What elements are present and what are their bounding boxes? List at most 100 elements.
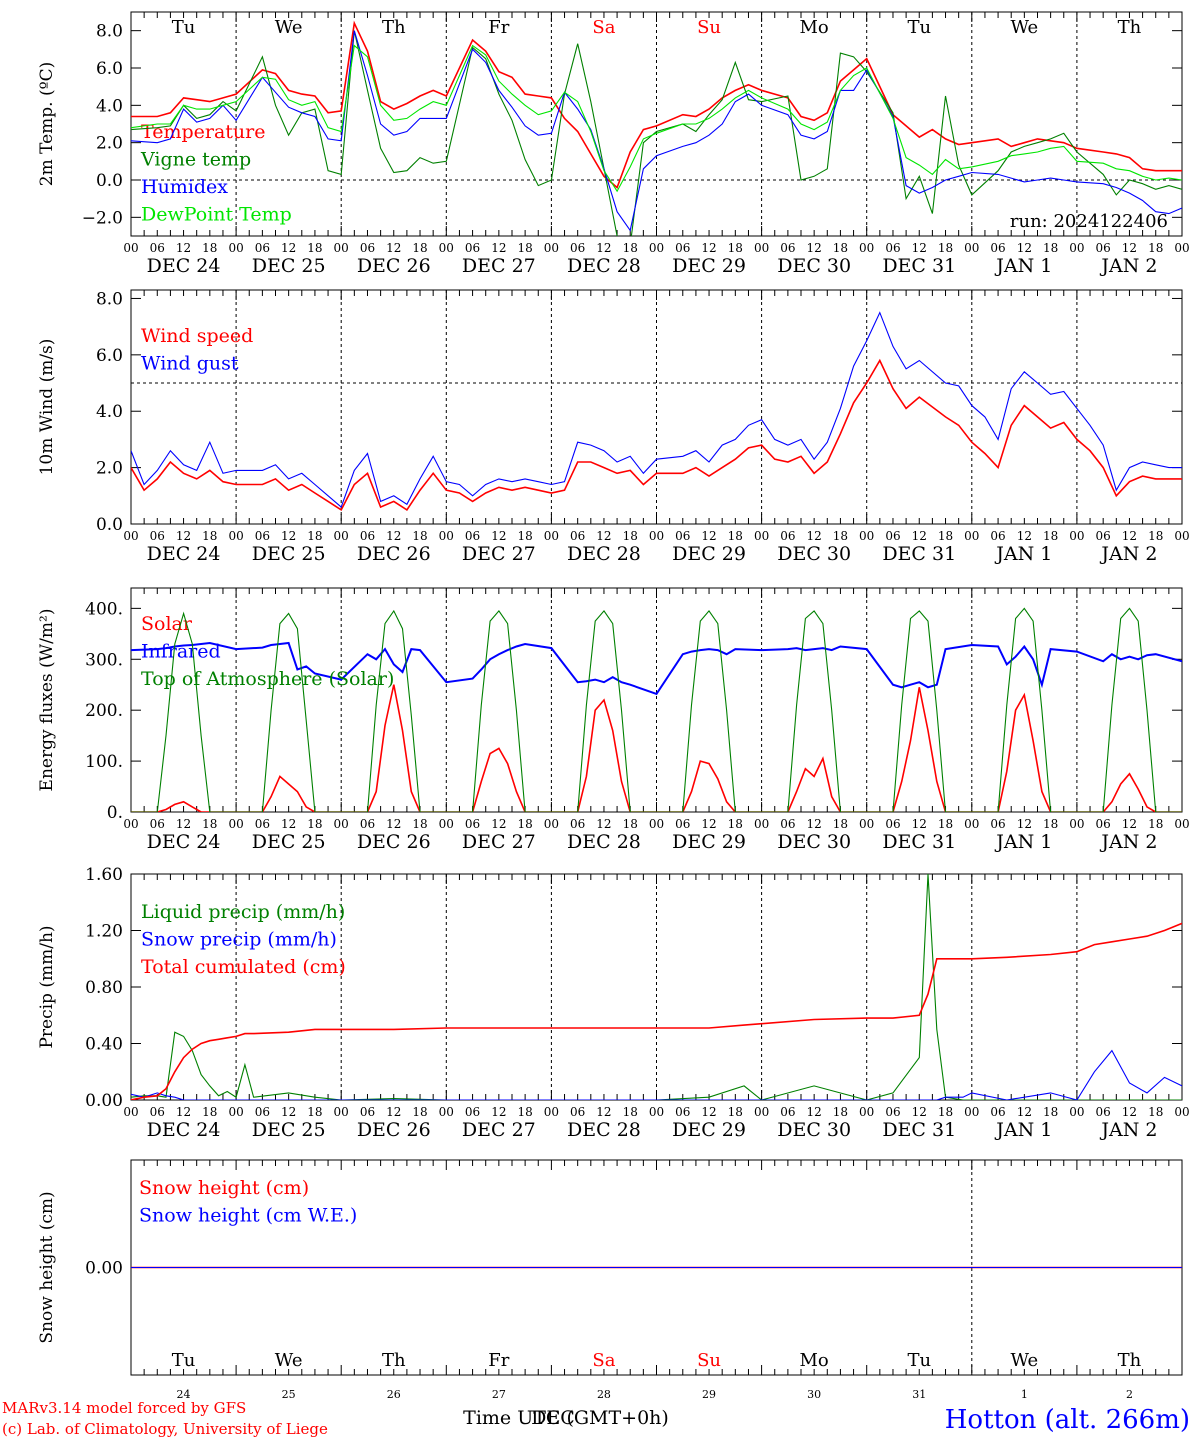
hour-label: 18 bbox=[412, 1105, 427, 1119]
weekday-label: Th bbox=[1118, 1350, 1142, 1371]
date-label: DEC 26 bbox=[357, 543, 431, 565]
panel-temperature: −2.0 0.0 2.0 4.0 6.0 8.0 2m Temp. (ºC) Temperat… bbox=[37, 11, 1190, 277]
hour-label: 06 bbox=[885, 1105, 900, 1119]
date-label: DEC 27 bbox=[462, 543, 536, 565]
day-number-label: 29 bbox=[702, 1388, 716, 1401]
hour-label: 00 bbox=[544, 817, 559, 831]
day-number-label: 30 bbox=[807, 1388, 821, 1401]
day-number-label: 2 bbox=[1126, 1388, 1133, 1401]
hour-label: 12 bbox=[807, 817, 822, 831]
hour-label: 18 bbox=[517, 817, 532, 831]
date-label: JAN 1 bbox=[994, 543, 1052, 565]
hour-label: 12 bbox=[596, 529, 611, 543]
hour-label: 18 bbox=[938, 241, 953, 255]
hour-label: 06 bbox=[255, 1105, 270, 1119]
date-label: DEC 28 bbox=[567, 831, 641, 853]
hour-label: 18 bbox=[412, 529, 427, 543]
date-label: DEC 27 bbox=[462, 255, 536, 277]
hour-label: 18 bbox=[1043, 529, 1058, 543]
series-line-red bbox=[131, 922, 1182, 1100]
hour-label: 18 bbox=[412, 241, 427, 255]
hour-label: 06 bbox=[570, 1105, 585, 1119]
date-label: DEC 30 bbox=[777, 543, 851, 565]
hour-label: 00 bbox=[1174, 1105, 1189, 1119]
y-tick-label: 6.0 bbox=[96, 346, 123, 366]
legend-entry: Temperature bbox=[141, 121, 265, 143]
hour-label: 12 bbox=[912, 817, 927, 831]
date-label: DEC 26 bbox=[357, 255, 431, 277]
hour-label: 18 bbox=[728, 241, 743, 255]
hour-label: 12 bbox=[1017, 817, 1032, 831]
weekday-label: We bbox=[1011, 17, 1039, 38]
date-label: DEC 31 bbox=[882, 543, 956, 565]
hour-label: 12 bbox=[596, 817, 611, 831]
x-axis-title: Time UTC (GMT+0h) bbox=[463, 1407, 669, 1429]
hour-label: 18 bbox=[938, 1105, 953, 1119]
weekday-label: Sa bbox=[592, 17, 615, 38]
hour-label: 12 bbox=[807, 241, 822, 255]
day-number-label: 25 bbox=[282, 1388, 296, 1401]
date-label: DEC 31 bbox=[882, 831, 956, 853]
hour-label: 18 bbox=[728, 817, 743, 831]
weekday-label: Tu bbox=[172, 17, 196, 38]
y-tick-label: 1.20 bbox=[85, 922, 123, 942]
weekday-label: Su bbox=[697, 17, 721, 38]
hour-label: 06 bbox=[360, 241, 375, 255]
date-label: DEC 27 bbox=[462, 1119, 536, 1141]
hour-label: 12 bbox=[491, 529, 506, 543]
date-label: JAN 2 bbox=[1099, 255, 1157, 277]
legend-entry: Wind speed bbox=[141, 325, 253, 347]
y-axis-label: 10m Wind (m/s) bbox=[37, 339, 57, 476]
series-line-green bbox=[131, 30, 1182, 236]
hour-label: 18 bbox=[307, 1105, 322, 1119]
hour-label: 18 bbox=[1043, 1105, 1058, 1119]
hour-label: 00 bbox=[228, 529, 243, 543]
series-line-red bbox=[131, 358, 1182, 512]
hour-label: 12 bbox=[386, 241, 401, 255]
y-tick-label: 6.0 bbox=[96, 59, 123, 79]
run-annotation: run: 2024122406 bbox=[1010, 211, 1168, 232]
hour-label: 06 bbox=[675, 1105, 690, 1119]
hour-label: 06 bbox=[675, 529, 690, 543]
hour-label: 06 bbox=[780, 241, 795, 255]
hour-label: 12 bbox=[1017, 1105, 1032, 1119]
hour-label: 12 bbox=[491, 817, 506, 831]
hour-label: 18 bbox=[938, 817, 953, 831]
hour-label: 18 bbox=[1148, 529, 1163, 543]
hour-label: 06 bbox=[780, 529, 795, 543]
legend-entry: Wind gust bbox=[141, 353, 239, 375]
y-tick-label: 400. bbox=[85, 599, 123, 619]
hour-label: 06 bbox=[885, 529, 900, 543]
weekday-label: Mo bbox=[800, 1350, 829, 1371]
hour-label: 12 bbox=[491, 241, 506, 255]
day-number-label: 27 bbox=[492, 1388, 506, 1401]
hour-label: 12 bbox=[701, 529, 716, 543]
hour-label: 18 bbox=[307, 817, 322, 831]
date-label: DEC 28 bbox=[567, 1119, 641, 1141]
legend-entry: Liquid precip (mm/h) bbox=[141, 901, 345, 923]
hour-label: 06 bbox=[150, 817, 165, 831]
hour-label: 12 bbox=[912, 529, 927, 543]
hour-label: 00 bbox=[649, 1105, 664, 1119]
y-tick-label: −2.0 bbox=[82, 208, 123, 228]
hour-label: 12 bbox=[386, 1105, 401, 1119]
hour-label: 00 bbox=[964, 241, 979, 255]
y-tick-label: 0.00 bbox=[85, 1091, 123, 1111]
hour-label: 00 bbox=[754, 1105, 769, 1119]
hour-label: 00 bbox=[754, 241, 769, 255]
legend-entry: Total cumulated (cm) bbox=[141, 956, 346, 978]
hour-label: 06 bbox=[360, 817, 375, 831]
date-label: DEC 24 bbox=[147, 1119, 221, 1141]
chart-panels: −2.0 0.0 2.0 4.0 6.0 8.0 2m Temp. (ºC) Temperat… bbox=[37, 11, 1190, 1401]
date-label: DEC 29 bbox=[672, 831, 746, 853]
series-line-green bbox=[131, 607, 1182, 812]
date-label: DEC 30 bbox=[777, 1119, 851, 1141]
hour-label: 12 bbox=[701, 241, 716, 255]
hour-label: 00 bbox=[649, 529, 664, 543]
hour-label: 12 bbox=[807, 1105, 822, 1119]
hour-label: 18 bbox=[833, 817, 848, 831]
hour-label: 06 bbox=[465, 1105, 480, 1119]
hour-label: 12 bbox=[912, 1105, 927, 1119]
hour-label: 00 bbox=[964, 529, 979, 543]
